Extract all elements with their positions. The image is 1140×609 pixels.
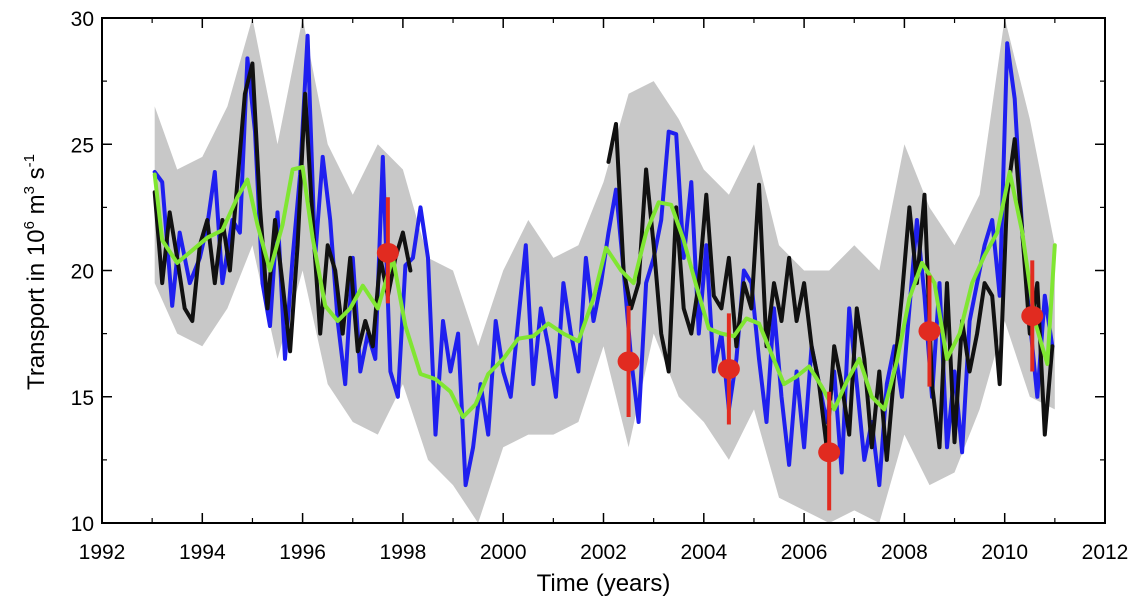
observation-points-layer (376, 197, 1044, 511)
green-series-line (152, 165, 1057, 419)
y-tick-label: 15 (71, 387, 94, 410)
x-tick-label: 2006 (781, 541, 828, 564)
x-tick-label: 2008 (881, 541, 928, 564)
x-axis-title: Time (years) (537, 570, 671, 597)
blue-series-line (152, 33, 1055, 488)
y-axis-title-exp2: 3 (21, 186, 38, 194)
observation-point (818, 442, 841, 463)
y-axis-title: Transport in 106 m3 s-1 (21, 154, 50, 390)
observation-point (918, 321, 941, 342)
observation-point (717, 358, 740, 379)
observation-point (376, 242, 399, 263)
y-axis-title-mid2: s (23, 167, 50, 186)
x-tick-label: 1992 (79, 541, 126, 564)
y-tick-label: 10 (71, 513, 94, 536)
x-tick-label: 2004 (680, 541, 727, 564)
y-tick-label: 25 (71, 134, 94, 157)
y-axis-title-exp3: -1 (21, 154, 38, 167)
y-axis-title-exp1: 6 (21, 221, 38, 229)
x-tick-label: 2010 (981, 541, 1028, 564)
axis-ticks-layer: 1992 1994 1996 1998 2000 2002 2004 2006 2008 2010… (71, 8, 1129, 564)
x-tick-label: 1998 (380, 541, 427, 564)
series-lines-layer (152, 33, 1057, 488)
observation-point (1021, 305, 1044, 326)
x-tick-label: 2012 (1082, 541, 1129, 564)
x-tick-label: 1996 (279, 541, 326, 564)
observation-point (617, 351, 640, 372)
x-tick-label: 2002 (580, 541, 627, 564)
x-tick-label: 1994 (179, 541, 226, 564)
y-axis-title-mid: m (23, 194, 50, 221)
y-tick-label: 30 (71, 8, 94, 31)
y-tick-label: 20 (71, 261, 94, 284)
y-axis-title-prefix: Transport in 10 (23, 229, 50, 390)
x-tick-label: 2000 (480, 541, 527, 564)
